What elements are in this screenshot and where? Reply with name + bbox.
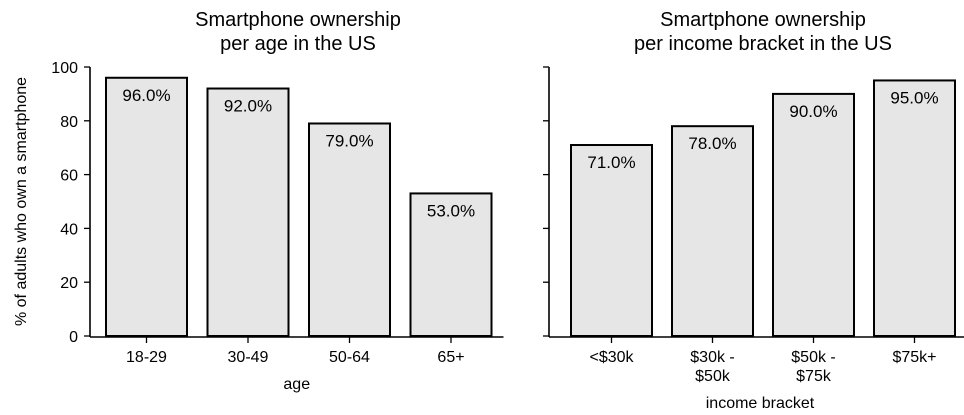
data-label: 53.0% [427, 201, 475, 220]
x-tick-label: 30-49 [228, 349, 269, 366]
chart-title-line: per age in the US [220, 33, 376, 55]
data-label: 96.0% [122, 86, 170, 105]
chart-title-line: Smartphone ownership [660, 9, 866, 31]
bar-50-64 [308, 122, 391, 337]
bar--30k [570, 144, 653, 337]
x-axis-label: age [283, 376, 310, 393]
x-tick-label: $75k+ [892, 349, 936, 366]
bar--30k- [671, 125, 754, 338]
data-label: 90.0% [789, 102, 837, 121]
data-label: 78.0% [688, 134, 736, 153]
x-tick-label: 50-64 [329, 349, 370, 366]
bar-18-29 [105, 76, 188, 337]
x-tick-label: 65+ [437, 349, 464, 366]
x-tick-label: <$30k [589, 349, 634, 366]
data-label: 79.0% [325, 131, 373, 150]
y-tick-label: 60 [60, 168, 78, 185]
bar--50k- [772, 92, 855, 338]
chart-title-line: Smartphone ownership [195, 9, 401, 31]
x-tick-label: 18-29 [126, 349, 167, 366]
bar-30-49 [206, 87, 290, 337]
bar--75k- [873, 79, 956, 337]
y-tick-label: 80 [60, 114, 78, 131]
x-tick-label: $75k [796, 368, 832, 385]
bar-65- [409, 192, 493, 337]
y-tick-label: 20 [60, 275, 78, 292]
x-tick-label: $30k - [690, 349, 734, 366]
y-axis-label: % of adults who own a smartphone [13, 77, 30, 326]
y-tick-label: 100 [51, 60, 78, 77]
y-tick-label: 40 [60, 221, 78, 238]
data-label: 95.0% [890, 88, 938, 107]
data-label: 92.0% [224, 97, 272, 116]
chart-title-line: per income bracket in the US [634, 33, 892, 55]
data-label: 71.0% [587, 153, 635, 172]
x-tick-label: $50k - [791, 349, 835, 366]
y-tick-label: 0 [69, 329, 78, 346]
x-axis-label: income bracket [706, 395, 815, 412]
x-tick-label: $50k [695, 368, 731, 385]
